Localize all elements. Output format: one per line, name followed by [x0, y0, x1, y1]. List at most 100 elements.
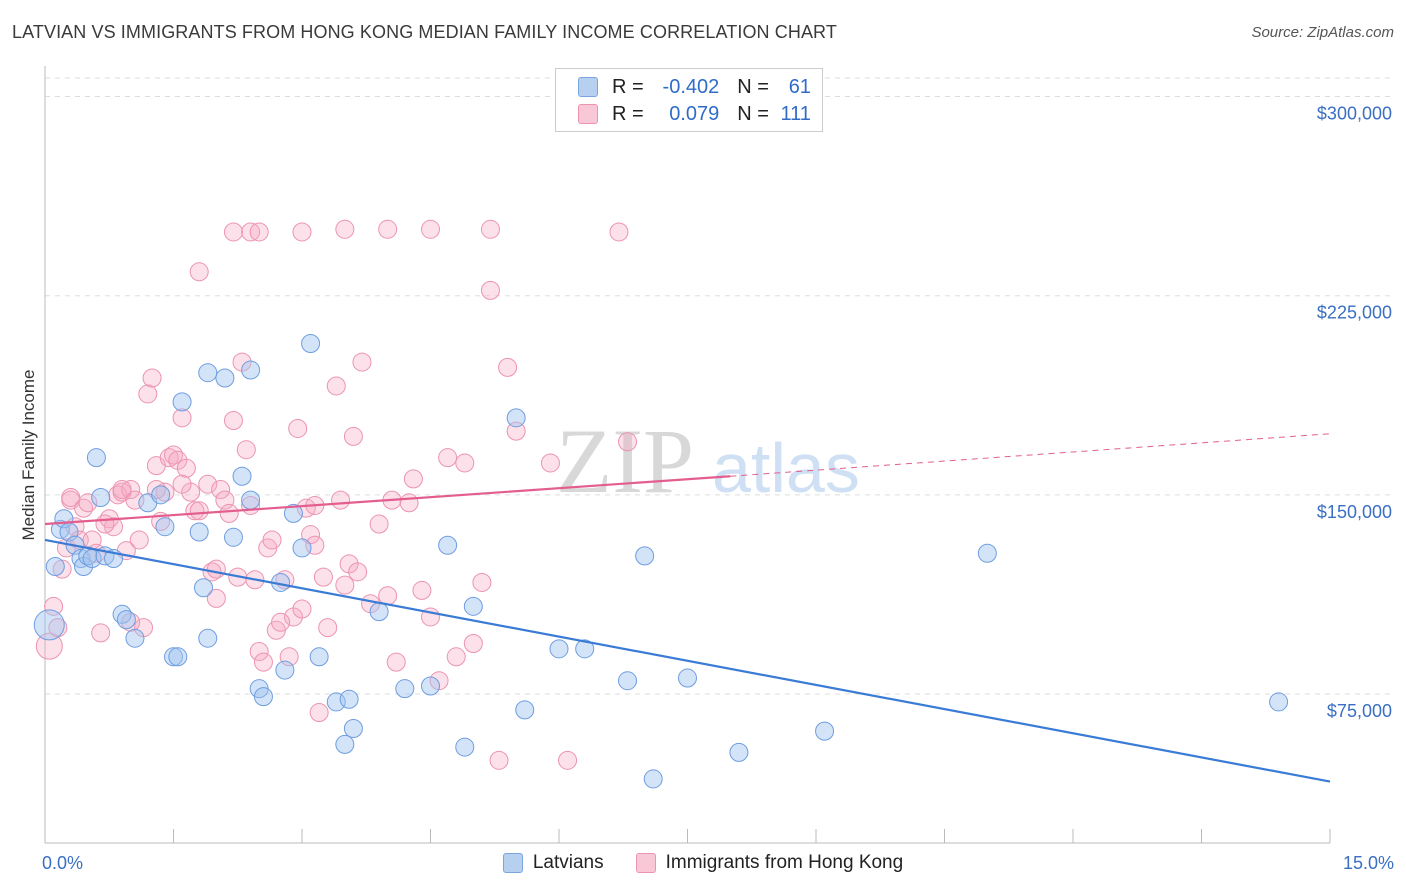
gridlines: [45, 77, 1392, 695]
hongkong-point: [249, 641, 269, 661]
latvian-point: [635, 546, 655, 566]
hongkong-point: [313, 567, 333, 587]
hongkong-point: [348, 562, 368, 582]
latvian-point: [151, 485, 171, 505]
hongkong-point: [211, 480, 231, 500]
hongkong-point: [249, 222, 269, 242]
latvian-point: [343, 718, 363, 738]
axes: [44, 66, 1331, 844]
series-legend: Latvians Immigrants from Hong Kong: [0, 852, 1406, 874]
tick-labels: $75,000 $150,000 $225,000 $300,000 0.0% 15.0%: [42, 104, 1394, 873]
hongkong-point: [301, 525, 321, 545]
hongkong-point: [189, 262, 209, 282]
latvian-point: [125, 628, 145, 648]
legend-swatch-pink: [578, 104, 598, 124]
hongkong-point: [335, 219, 355, 239]
latvian-point: [455, 737, 475, 757]
latvian-point: [45, 557, 65, 577]
hongkong-point: [223, 222, 243, 242]
hongkong-point: [446, 647, 466, 667]
hongkong-point: [540, 453, 560, 473]
latvian-point: [223, 527, 243, 547]
legend-swatch-blue: [578, 77, 598, 97]
chart-title: LATVIAN VS IMMIGRANTS FROM HONG KONG MED…: [12, 22, 837, 42]
hongkong-point: [271, 612, 291, 632]
hongkong-point: [198, 474, 218, 494]
latvian-point: [1269, 692, 1289, 712]
hongkong-point: [138, 384, 158, 404]
latvian-point: [309, 647, 329, 667]
latvian-point: [198, 363, 218, 383]
hongkong-point: [331, 490, 351, 510]
latvian-point: [241, 360, 261, 380]
hongkong-point: [219, 503, 239, 523]
latvian-point: [155, 517, 175, 537]
latvian-point: [253, 687, 273, 707]
hongkong-point: [35, 632, 63, 660]
legend-n-value: 111: [780, 102, 811, 125]
hongkong-point: [455, 453, 475, 473]
hongkong-trend-line: [44, 475, 731, 526]
hongkong-point: [262, 530, 282, 550]
latvian-point: [275, 660, 295, 680]
hongkong-point: [176, 458, 196, 478]
legend-r-label: R =: [612, 102, 644, 125]
hongkong-point: [288, 418, 308, 438]
hongkong-point: [489, 750, 509, 770]
legend-item-latvians[interactable]: Latvians: [502, 852, 604, 874]
hongkong-point: [438, 448, 458, 468]
latvian-point: [575, 639, 595, 659]
hongkong-point: [412, 580, 432, 600]
latvian-point: [506, 408, 526, 428]
hongkong-point: [172, 408, 192, 428]
legend-row-hongkong: R = 0.079 N = 111: [578, 102, 811, 126]
hongkong-point: [112, 480, 132, 500]
legend-item-hongkong[interactable]: Immigrants from Hong Kong: [635, 852, 904, 874]
latvians-trend-line: [44, 538, 1331, 783]
hongkong-point: [189, 501, 209, 521]
legend-r-value: 0.079: [669, 102, 720, 125]
y-axis-title: Median Family Income: [19, 369, 38, 540]
latvian-point: [339, 689, 359, 709]
hongkong-point: [318, 618, 338, 638]
latvian-point: [164, 647, 183, 667]
hongkong-point: [78, 493, 98, 513]
hongkong-point: [343, 426, 363, 446]
hongkong-point: [480, 219, 500, 239]
correlation-legend: R = -0.402 N = 61 R = 0.079 N = 111: [555, 68, 823, 132]
hongkong-point: [292, 222, 312, 242]
hongkong-point: [618, 432, 638, 452]
hongkong-point: [223, 410, 243, 430]
latvian-point: [86, 448, 106, 468]
legend-row-latvians: R = -0.402 N = 61: [578, 75, 811, 99]
hongkong-trend-extension: [730, 433, 1331, 477]
legend-n-label: N =: [737, 75, 769, 98]
latvian-point: [198, 628, 218, 648]
hongkong-point: [309, 703, 329, 723]
hongkong-point: [352, 352, 372, 372]
latvian-point: [977, 543, 997, 563]
legend-r-label: R =: [612, 75, 644, 98]
hongkong-point: [172, 474, 192, 494]
legend-r-value: -0.402: [662, 75, 720, 98]
hongkong-point: [44, 596, 64, 616]
legend-label: Immigrants from Hong Kong: [665, 852, 904, 873]
y-tick-label: $225,000: [1317, 303, 1392, 323]
hongkong-point: [142, 368, 162, 388]
legend-label: Latvians: [532, 852, 604, 873]
hongkong-point: [91, 623, 111, 643]
hongkong-point: [95, 514, 115, 534]
latvian-point: [33, 609, 65, 641]
latvian-point: [421, 676, 440, 696]
hongkong-point: [498, 357, 518, 377]
legend-swatch-blue: [502, 853, 523, 873]
x-tick-label: 0.0%: [42, 853, 83, 873]
latvian-point: [678, 668, 697, 688]
legend-n-label: N =: [737, 102, 769, 125]
watermark-zip: ZIP: [556, 410, 694, 512]
y-tick-label: $150,000: [1317, 502, 1392, 522]
hongkong-point: [378, 586, 398, 606]
watermark-atlas: atlas: [712, 429, 860, 507]
hongkong-point: [236, 440, 256, 460]
